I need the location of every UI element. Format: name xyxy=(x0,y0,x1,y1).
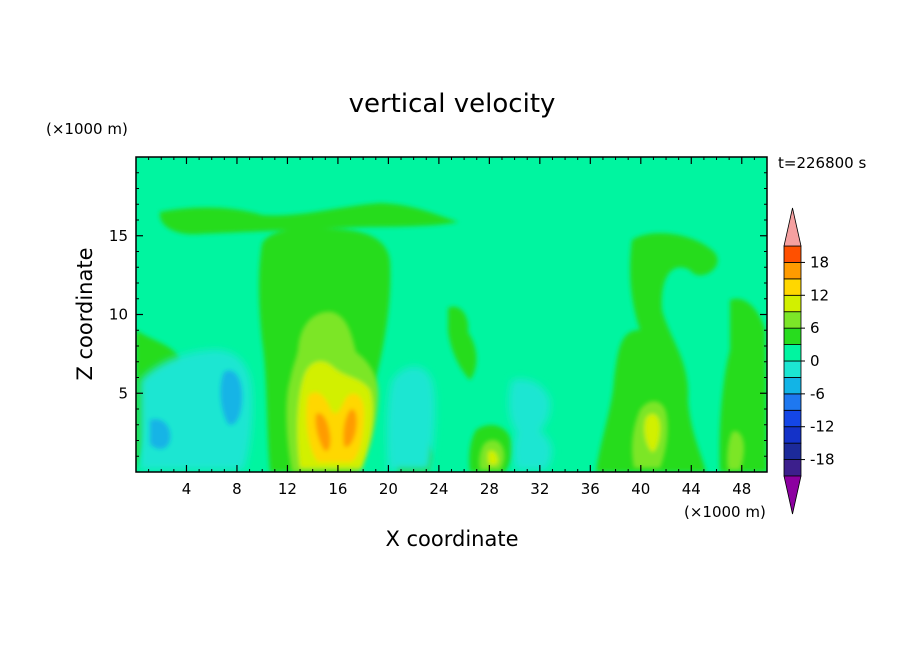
colorbar-segment xyxy=(783,278,802,296)
colorbar-segment xyxy=(783,344,802,362)
colorbar-segment xyxy=(783,311,802,329)
x-axis-ticks: 4 8 12 16 20 24 28 32 36 40 44 48 xyxy=(148,157,755,498)
colorbar-segment xyxy=(783,409,802,428)
left-downdraft-core-2 xyxy=(150,419,171,449)
upper-layer-band xyxy=(159,203,459,235)
colorbar-segment xyxy=(783,360,802,378)
x-tick-label: 20 xyxy=(379,480,398,498)
y-tick-label: 15 xyxy=(109,227,128,245)
colorbar-segment xyxy=(783,442,802,460)
y-axis-label: Z coordinate xyxy=(73,247,97,380)
x-tick-label: 36 xyxy=(581,480,600,498)
y-unit-label: (×1000 m) xyxy=(46,120,128,138)
x-tick-label: 4 xyxy=(182,480,192,498)
low-downdraft-b xyxy=(513,428,552,470)
colorbar-tick-label: 12 xyxy=(810,286,829,304)
colorbar-tick-label: 0 xyxy=(810,352,820,370)
colorbar-tick-label: -18 xyxy=(810,451,835,469)
x-axis-label: X coordinate xyxy=(385,527,518,551)
colorbar-segment xyxy=(783,245,802,263)
x-tick-label: 48 xyxy=(732,480,751,498)
chart-title: vertical velocity xyxy=(349,89,556,119)
colorbar-segment xyxy=(783,393,802,411)
colorbar-segment xyxy=(783,327,802,345)
colorbar-segment xyxy=(783,262,802,280)
x-tick-label: 24 xyxy=(429,480,448,498)
time-label: t=226800 s xyxy=(778,154,866,172)
colorbar-segment xyxy=(783,294,802,313)
y-tick-label: 5 xyxy=(118,384,128,402)
colorbar-segment xyxy=(783,377,802,395)
y-axis-ticks: 5 10 15 xyxy=(109,172,767,457)
contour-field xyxy=(136,157,767,472)
edge-updraft xyxy=(727,430,744,470)
x-tick-label: 12 xyxy=(278,480,297,498)
colorbar-tick-label: 6 xyxy=(810,319,820,337)
x-tick-label: 44 xyxy=(682,480,701,498)
mid-downdraft xyxy=(386,366,436,470)
x-tick-label: 32 xyxy=(530,480,549,498)
colorbar: 18 12 6 0 -6 -12 -18 xyxy=(783,207,835,515)
x-tick-label: 16 xyxy=(328,480,347,498)
colorbar-segment xyxy=(783,459,802,477)
colorbar-tick-label: -6 xyxy=(810,385,825,403)
right-updraft-region xyxy=(596,233,718,472)
x-tick-label: 8 xyxy=(232,480,242,498)
updraft-core-right xyxy=(343,409,357,448)
x-unit-label: (×1000 m) xyxy=(684,503,766,521)
low-updraft-level-6 xyxy=(488,450,498,465)
right-edge-column xyxy=(719,298,767,472)
right-updraft-level-6 xyxy=(644,413,660,452)
colorbar-segment xyxy=(783,426,802,444)
colorbar-tick-label: 18 xyxy=(810,253,829,271)
colorbar-over-arrow xyxy=(783,207,802,247)
low-downdraft-a xyxy=(508,378,551,437)
left-downdraft-core xyxy=(220,370,242,425)
colorbar-under-arrow xyxy=(783,475,802,515)
updraft-core-left xyxy=(315,413,331,452)
y-tick-label: 10 xyxy=(109,306,128,324)
x-tick-label: 40 xyxy=(631,480,650,498)
x-tick-label: 28 xyxy=(480,480,499,498)
mid-thin-column xyxy=(448,306,477,380)
colorbar-tick-label: -12 xyxy=(810,418,835,436)
